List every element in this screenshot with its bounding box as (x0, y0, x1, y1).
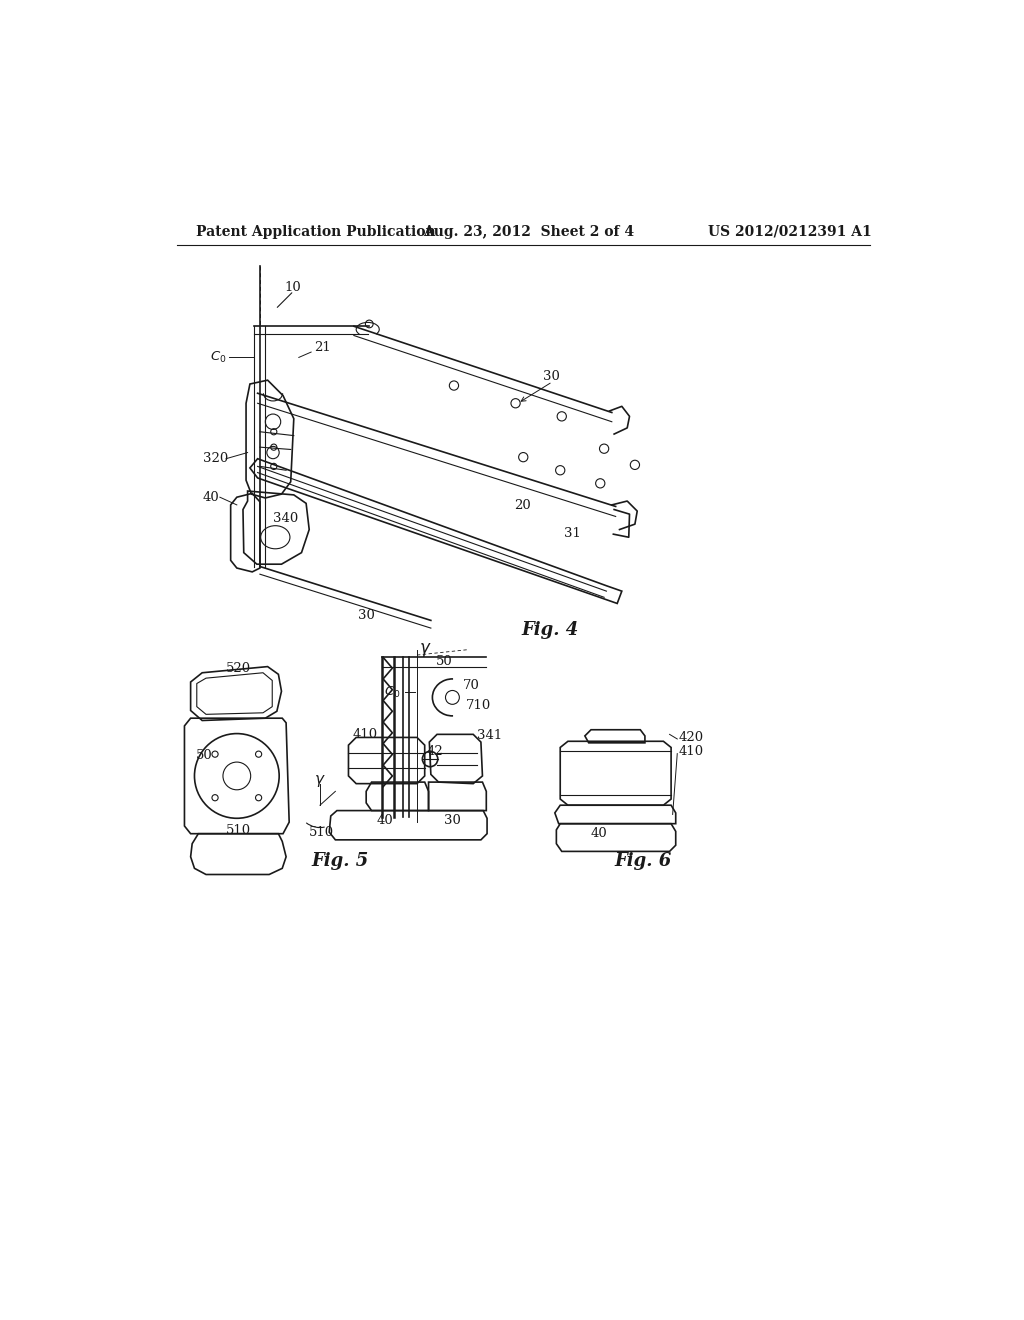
Text: 10: 10 (285, 281, 301, 294)
Text: 31: 31 (564, 527, 581, 540)
Text: 710: 710 (466, 698, 492, 711)
Text: 30: 30 (444, 814, 461, 828)
Text: Fig. 5: Fig. 5 (311, 851, 369, 870)
Text: 20: 20 (514, 499, 530, 512)
Text: 21: 21 (313, 341, 331, 354)
Text: 30: 30 (543, 370, 559, 383)
Text: 40: 40 (203, 491, 220, 504)
Text: $C_0$: $C_0$ (210, 350, 226, 364)
Text: 30: 30 (357, 609, 375, 622)
Text: Aug. 23, 2012  Sheet 2 of 4: Aug. 23, 2012 Sheet 2 of 4 (423, 224, 634, 239)
Text: 341: 341 (477, 730, 503, 742)
Text: 520: 520 (226, 661, 251, 675)
Text: 42: 42 (427, 744, 443, 758)
Text: 40: 40 (376, 814, 393, 828)
Text: Fig. 6: Fig. 6 (614, 851, 672, 870)
Text: $C_0$: $C_0$ (384, 685, 400, 700)
Text: $\gamma$: $\gamma$ (314, 772, 326, 788)
Text: $\gamma$: $\gamma$ (419, 640, 432, 659)
Text: 410: 410 (679, 744, 703, 758)
Text: 320: 320 (203, 453, 228, 465)
Text: US 2012/0212391 A1: US 2012/0212391 A1 (708, 224, 871, 239)
Text: 420: 420 (679, 731, 703, 744)
Text: 70: 70 (463, 680, 480, 693)
Text: Fig. 4: Fig. 4 (521, 620, 579, 639)
Text: 40: 40 (591, 828, 607, 841)
Text: 50: 50 (197, 748, 213, 762)
Text: 510: 510 (309, 826, 334, 840)
Text: Patent Application Publication: Patent Application Publication (196, 224, 435, 239)
Text: 340: 340 (273, 512, 298, 525)
Text: 50: 50 (436, 655, 453, 668)
Text: 510: 510 (226, 824, 251, 837)
Text: 410: 410 (352, 727, 378, 741)
